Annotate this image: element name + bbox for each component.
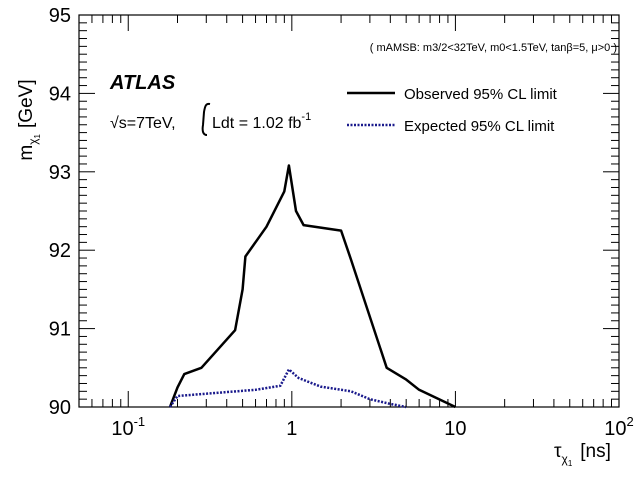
legend-observed-label: Observed 95% CL limit bbox=[404, 86, 558, 103]
y-tick-label: 93 bbox=[49, 162, 71, 184]
legend-expected-label: Expected 95% CL limit bbox=[404, 118, 555, 135]
y-tick-label: 94 bbox=[49, 83, 71, 105]
x-tick-label: 10-1 bbox=[111, 414, 145, 440]
luminosity-label: Ldt = 1.02 fb-1 bbox=[212, 111, 311, 132]
energy-label: √s=7TeV, bbox=[110, 115, 176, 132]
y-tick-label: 90 bbox=[49, 397, 71, 419]
x-axis-label: τχ1[ns] bbox=[554, 441, 611, 468]
x-tick-label: 10 bbox=[444, 418, 466, 440]
expected-limit-line bbox=[168, 368, 407, 409]
y-tick-label: 92 bbox=[49, 240, 71, 262]
y-tick-label: 95 bbox=[49, 5, 71, 27]
y-axis-label: mχ1[GeV] bbox=[16, 79, 42, 160]
model-label: ( mAMSB: m3/2<32TeV, m0<1.5TeV, tanβ=5, … bbox=[370, 42, 617, 54]
observed-limit-line bbox=[168, 164, 456, 409]
y-tick-label: 91 bbox=[49, 319, 71, 341]
x-tick-label: 1 bbox=[286, 418, 297, 440]
legend: Observed 95% CL limit Expected 95% CL li… bbox=[347, 86, 558, 135]
integral-sign-icon bbox=[201, 102, 211, 136]
atlas-label: ATLAS bbox=[109, 72, 176, 94]
x-tick-label: 102 bbox=[604, 414, 633, 440]
